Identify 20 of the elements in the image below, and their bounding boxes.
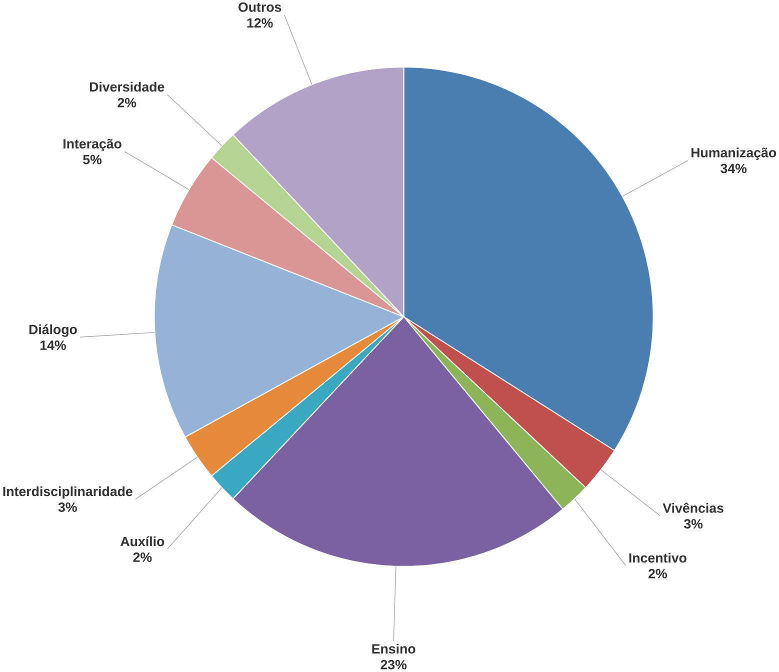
data-label: 5% <box>83 154 102 164</box>
data-label: 34% <box>720 164 747 174</box>
slice-label: Auxílio <box>120 536 164 546</box>
data-label: 2% <box>648 569 667 578</box>
data-label: 2% <box>133 552 152 562</box>
slice-label: Diversidade <box>90 82 164 92</box>
data-label: 3% <box>684 519 703 529</box>
slice-label: Ensino <box>372 644 416 654</box>
data-label: 12% <box>247 18 273 28</box>
slice-label: Humanização <box>692 148 776 160</box>
slice-label: Outros <box>238 2 282 12</box>
slice-label: Diálogo <box>29 324 77 338</box>
slice-label: Interdisciplinaridade <box>3 486 132 499</box>
data-label: 2% <box>118 98 136 108</box>
data-label: 3% <box>58 502 77 512</box>
data-label: 23% <box>380 660 407 670</box>
slice-label: Interação <box>64 138 122 152</box>
slice-label: Incentivo <box>629 552 686 563</box>
slice-label: Vivências <box>662 502 724 513</box>
data-label: 14% <box>40 340 66 350</box>
